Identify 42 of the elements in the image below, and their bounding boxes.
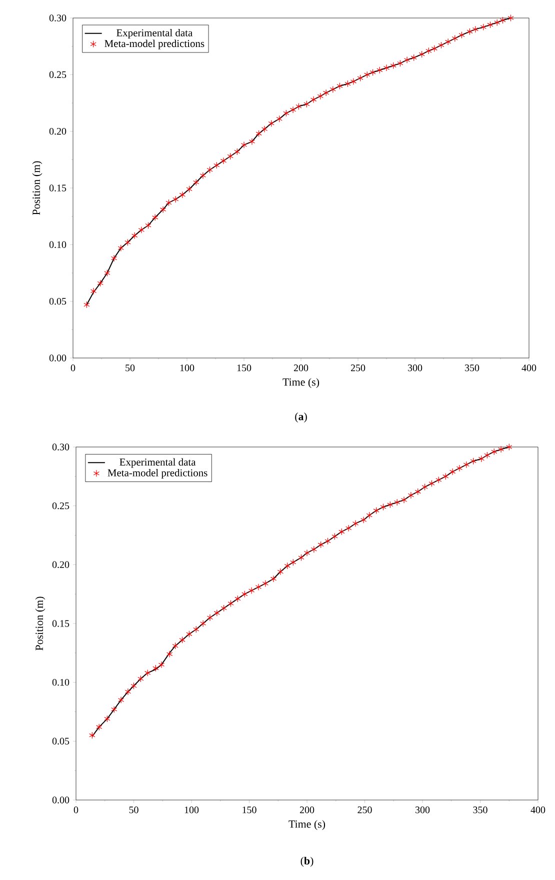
y-tick-label: 0.10 [49,241,66,248]
legend-label: Meta-model predictions [108,468,208,478]
x-tick-label: 300 [408,364,422,372]
x-axis-title: Time (s) [288,820,326,830]
y-axis-title: Position (m) [32,161,42,215]
legend-label: Meta-model predictions [104,40,204,50]
x-tick-label: 250 [358,806,372,814]
y-tick-label: 0.15 [52,620,70,627]
y-tick-label: 0.05 [52,738,70,745]
y-tick-label: 0.00 [52,796,70,804]
x-tick-label: 150 [237,364,252,372]
y-tick-label: 0.25 [49,71,66,78]
y-tick-label: 0.05 [49,298,66,305]
x-tick-label: 200 [294,364,308,372]
x-axis-title: Time (s) [282,378,320,388]
y-tick-label: 0.30 [52,444,70,450]
legend-label: Experimental data [116,28,192,38]
x-tick-label: 250 [350,364,366,372]
x-tick-label: 0 [70,364,76,372]
y-tick-label: 0.25 [52,502,70,510]
x-tick-label: 50 [126,364,135,372]
y-tick-label: 0.00 [49,354,66,362]
x-tick-label: 350 [473,806,488,814]
y-tick-label: 0.20 [49,128,66,135]
y-tick-label: 0.15 [49,184,66,192]
y-tick-label: 0.10 [52,678,70,686]
x-tick-label: 50 [129,806,138,814]
x-tick-label: 400 [530,806,546,814]
legend-label: Experimental data [120,458,196,468]
y-tick-label: 0.20 [52,561,70,568]
y-tick-label: 0.30 [49,14,66,22]
x-tick-label: 100 [180,364,194,372]
y-axis-title: Position (m) [35,596,46,650]
x-tick-label: 100 [184,806,199,814]
x-tick-label: 350 [465,364,480,372]
text: (a) [295,412,307,422]
text: (b) [300,856,314,867]
x-tick-label: 300 [416,806,430,814]
x-tick-label: 150 [242,806,256,814]
x-tick-label: 200 [300,806,314,814]
x-tick-label: 400 [522,364,536,372]
x-tick-label: 0 [74,806,78,814]
